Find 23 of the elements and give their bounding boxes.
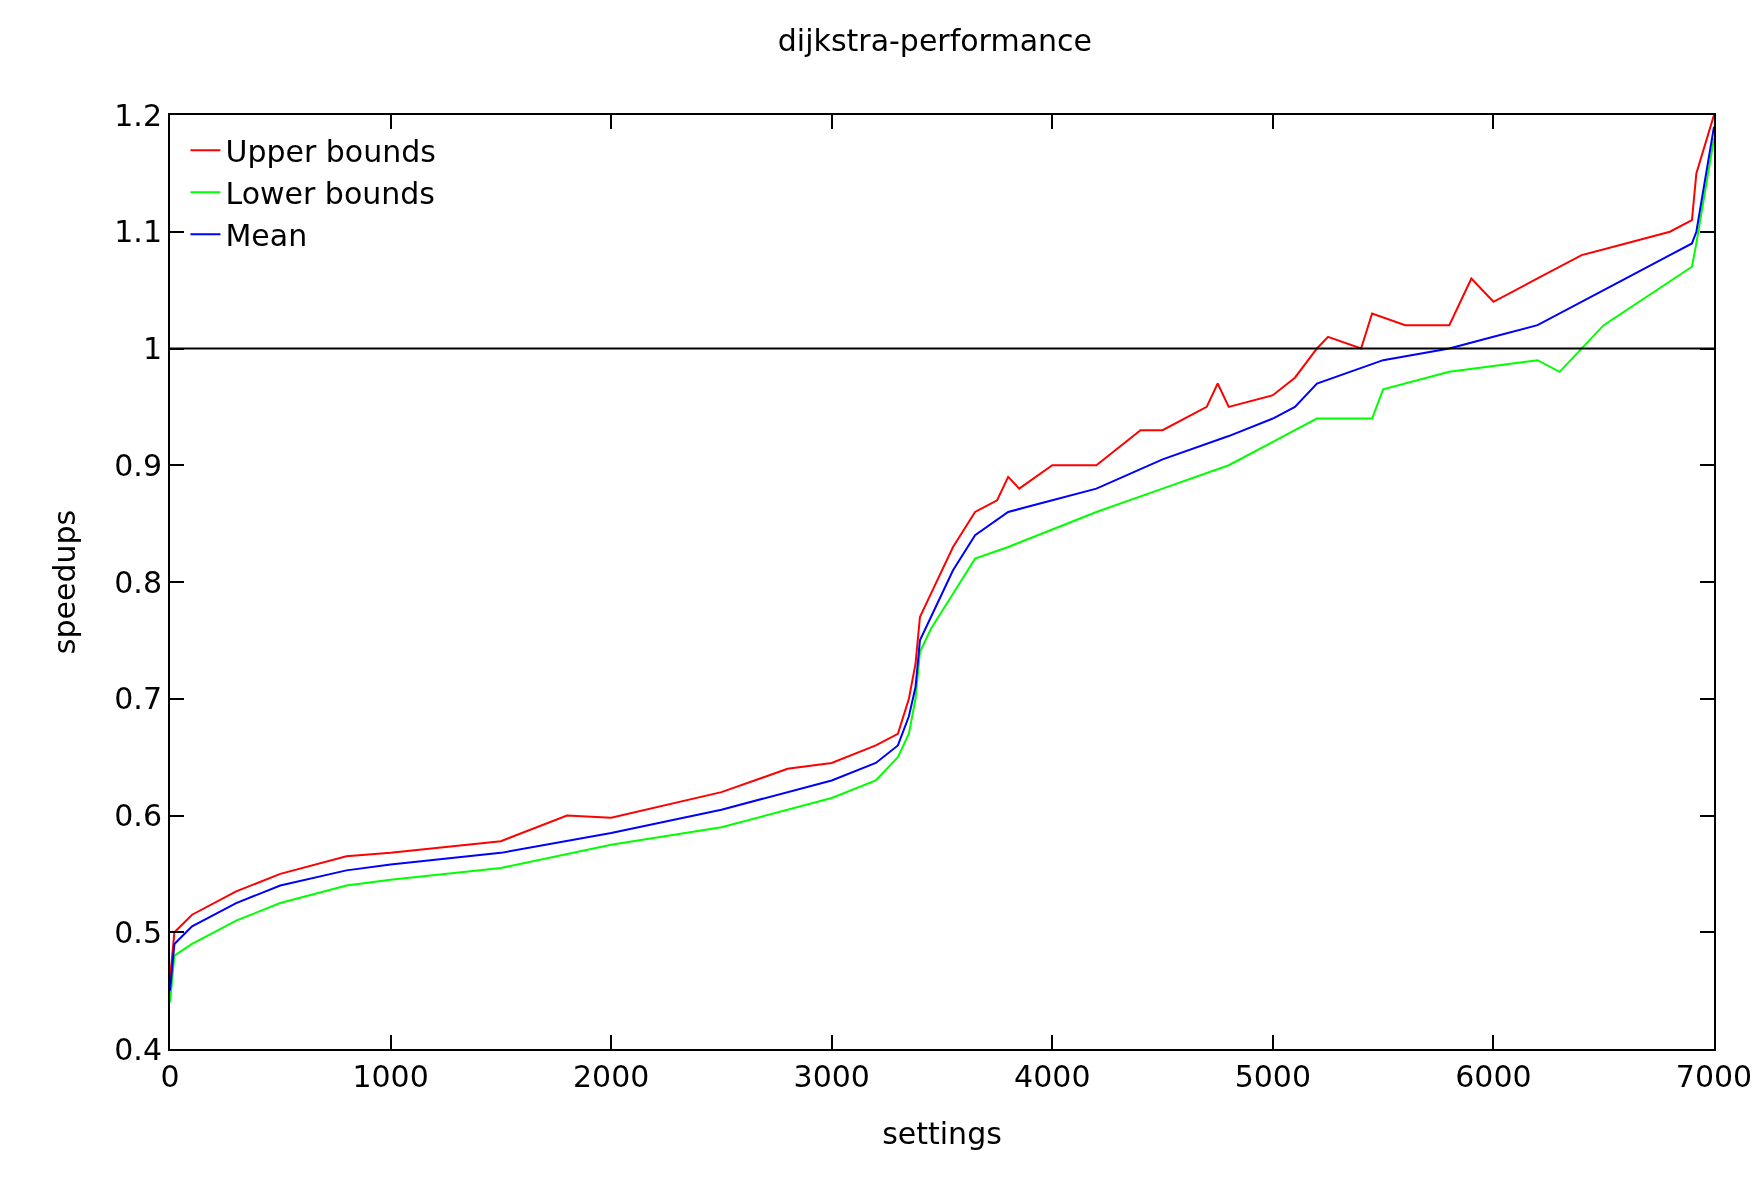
legend-label: Mean — [225, 218, 308, 254]
y-tick-label: 0.5 — [114, 914, 162, 950]
x-tick-label: 3000 — [793, 1059, 870, 1094]
y-tick-label: 0.7 — [114, 681, 162, 717]
x-axis-title: settings — [882, 1116, 1002, 1151]
legend-label: Lower bounds — [225, 176, 435, 212]
y-tick-label: 1 — [142, 331, 162, 366]
y-tick-label: 0.9 — [114, 447, 162, 483]
y-axis-title: speedups — [46, 509, 82, 655]
x-tick-label: 0 — [160, 1059, 180, 1094]
y-tick-label: 0.8 — [114, 564, 162, 600]
x-tick-label: 6000 — [1455, 1059, 1532, 1094]
y-tick-label: 1.2 — [114, 97, 162, 133]
x-tick-label: 2000 — [572, 1059, 650, 1094]
x-tick-label: 7000 — [1675, 1059, 1753, 1094]
legend-label: Upper bounds — [225, 134, 436, 170]
y-tick-label: 0.6 — [114, 798, 162, 833]
x-tick-label: 5000 — [1234, 1059, 1312, 1094]
x-tick-label: 4000 — [1014, 1059, 1091, 1094]
x-tick-label: 1000 — [352, 1059, 429, 1094]
y-tick-label: 0.4 — [114, 1031, 162, 1067]
y-tick-label: 1.1 — [114, 214, 162, 250]
chart-title: dijkstra-performance — [777, 22, 1092, 58]
